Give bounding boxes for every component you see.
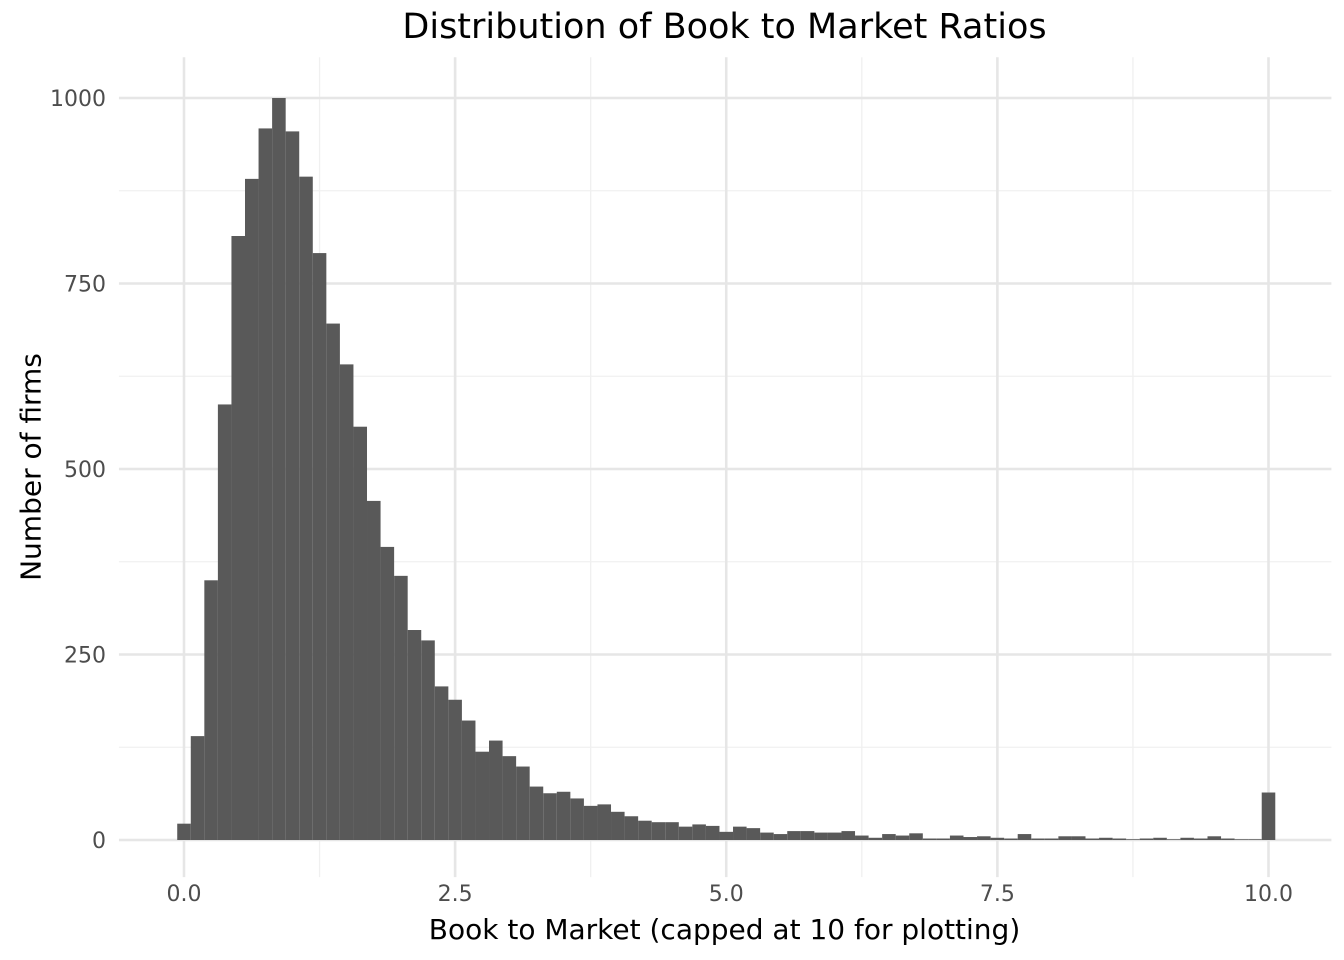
histogram-bar xyxy=(245,178,259,841)
histogram-bar xyxy=(502,756,517,840)
chart-title: Distribution of Book to Market Ratios xyxy=(402,7,1047,47)
histogram-bar xyxy=(285,131,300,840)
histogram-bar xyxy=(570,798,584,840)
histogram-bar xyxy=(705,825,720,840)
histogram-bar xyxy=(597,804,612,840)
histogram-bar xyxy=(855,835,869,840)
histogram-bar xyxy=(1112,838,1127,840)
histogram-bar xyxy=(353,426,368,840)
histogram-bar xyxy=(380,546,395,840)
histogram-bar xyxy=(1017,834,1032,840)
histogram-bar xyxy=(1248,839,1262,840)
histogram-bar xyxy=(1207,836,1222,840)
histogram-bar xyxy=(1004,838,1018,840)
histogram-bar xyxy=(516,766,530,840)
histogram-bar xyxy=(326,323,340,840)
histogram-bar xyxy=(733,826,747,840)
histogram-bar xyxy=(868,837,883,840)
histogram-bar xyxy=(909,833,923,840)
histogram-bar xyxy=(1031,838,1045,840)
histogram-bar xyxy=(841,831,856,840)
histogram-bar xyxy=(177,823,191,840)
histogram-bar xyxy=(1153,837,1167,840)
y-tick-label: 0 xyxy=(92,829,106,854)
histogram-bar xyxy=(760,832,774,840)
histogram-bar xyxy=(1044,838,1059,840)
histogram-bar xyxy=(434,686,449,840)
histogram-bar xyxy=(922,838,937,840)
x-tick-label: 2.5 xyxy=(438,882,473,907)
histogram-bar xyxy=(1099,837,1113,840)
x-axis-title: Book to Market (capped at 10 for plottin… xyxy=(428,913,1021,946)
histogram-bar xyxy=(258,128,273,840)
x-tick-label: 7.5 xyxy=(980,882,1015,907)
histogram-bar xyxy=(299,176,313,841)
histogram-bar xyxy=(746,828,761,840)
histogram-bar xyxy=(1126,839,1140,840)
y-axis-title: Number of firms xyxy=(14,353,48,581)
histogram-bar xyxy=(773,834,788,840)
histogram-bar xyxy=(800,831,815,840)
histogram-bar xyxy=(990,837,1005,840)
x-tick-label: 10.0 xyxy=(1244,882,1293,907)
histogram-bar xyxy=(1085,838,1100,840)
histogram-bar xyxy=(231,236,246,841)
histogram-bar xyxy=(421,640,435,840)
histogram-bar xyxy=(543,793,557,840)
histogram-bar xyxy=(624,816,639,840)
histogram-bar xyxy=(461,720,476,840)
histogram-bar xyxy=(1058,836,1072,840)
histogram-bar xyxy=(1166,839,1181,840)
x-tick-label: 5.0 xyxy=(709,882,744,907)
histogram-bar xyxy=(665,822,679,840)
histogram-bar xyxy=(204,580,218,840)
histogram-bar xyxy=(1261,792,1276,840)
histogram-bar xyxy=(827,832,842,840)
histogram-bar xyxy=(977,836,991,840)
histogram-bar xyxy=(1180,837,1194,840)
histogram-bar xyxy=(1234,839,1249,840)
y-tick-label: 750 xyxy=(64,273,106,298)
histogram-bar xyxy=(407,630,422,840)
histogram-bar xyxy=(719,831,734,840)
histogram-bar xyxy=(882,834,896,840)
histogram-bar xyxy=(787,831,801,840)
y-tick-label: 1000 xyxy=(50,87,106,112)
histogram-bar xyxy=(394,575,408,840)
histogram-bar xyxy=(529,786,544,840)
y-tick-label: 500 xyxy=(64,458,106,483)
histogram-bar xyxy=(1193,838,1208,840)
histogram-bar xyxy=(949,835,964,840)
histogram-bar xyxy=(475,751,490,840)
histogram-bar xyxy=(1139,838,1154,840)
histogram-bar xyxy=(638,820,652,840)
histogram-bar xyxy=(611,811,625,840)
histogram-bar xyxy=(556,791,571,840)
histogram-bar xyxy=(272,98,286,840)
histogram-bar xyxy=(678,826,693,840)
histogram-bar xyxy=(190,736,205,840)
histogram-bar xyxy=(339,364,354,840)
histogram-bar xyxy=(312,253,327,840)
y-tick-label: 250 xyxy=(64,644,106,669)
histogram-bar xyxy=(448,699,462,840)
histogram-bar xyxy=(936,838,950,840)
histogram-bar xyxy=(367,500,381,840)
histogram-bar xyxy=(489,740,503,840)
histogram-bar xyxy=(895,835,910,840)
histogram-bar xyxy=(651,822,666,840)
histogram-bar xyxy=(814,832,828,840)
histogram-bar xyxy=(692,824,706,840)
histogram-bar xyxy=(217,404,232,840)
histogram-bar xyxy=(963,837,978,840)
x-tick-label: 0.0 xyxy=(167,882,202,907)
histogram-bar xyxy=(583,805,598,840)
histogram-bar xyxy=(1071,836,1086,840)
histogram-bar xyxy=(1221,838,1235,840)
